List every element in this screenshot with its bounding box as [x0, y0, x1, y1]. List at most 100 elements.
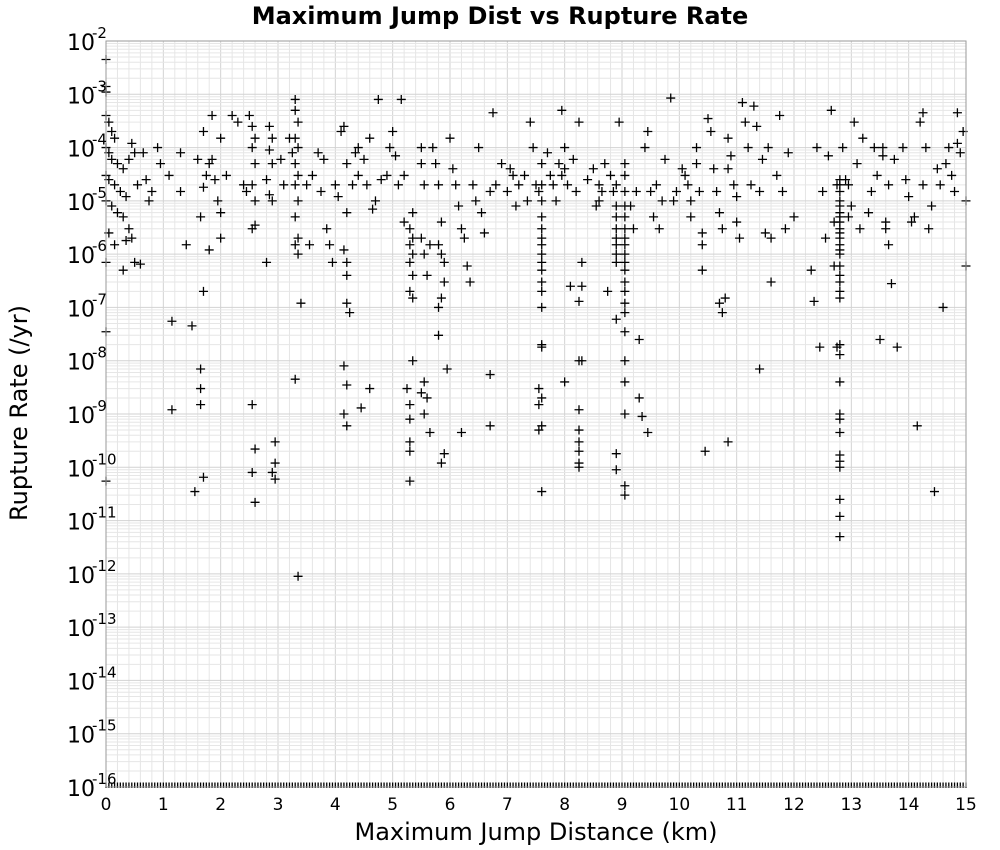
data-point [717, 308, 727, 318]
data-point [542, 148, 552, 158]
data-point [370, 196, 380, 206]
data-point [935, 180, 945, 190]
data-point [620, 409, 630, 419]
data-point [683, 180, 693, 190]
data-point [815, 342, 825, 352]
data-point [422, 393, 432, 403]
y-tick-exponent: -6 [92, 237, 107, 255]
data-point [327, 257, 337, 267]
data-point [775, 110, 785, 120]
data-point [835, 511, 845, 521]
y-axis-ticks: 10-210-310-410-510-610-710-810-910-1010-… [67, 24, 117, 802]
data-point [425, 240, 435, 250]
data-point [554, 159, 564, 169]
data-point [709, 164, 719, 174]
y-tick-label: 10 [67, 297, 95, 322]
data-point [835, 249, 845, 259]
data-point [405, 257, 415, 267]
data-point [239, 180, 249, 190]
x-tick-label: 6 [445, 795, 456, 815]
data-point [686, 212, 696, 222]
data-point [376, 175, 386, 185]
data-point [620, 298, 630, 308]
data-point [677, 164, 687, 174]
y-tick-exponent: -9 [92, 397, 107, 415]
data-point [422, 270, 432, 280]
data-point [399, 170, 409, 180]
data-point [342, 270, 352, 280]
data-point [620, 224, 630, 234]
data-point [127, 138, 137, 148]
data-point [835, 414, 845, 424]
data-point [938, 302, 948, 312]
data-point [448, 164, 458, 174]
y-tick-label: 10 [67, 511, 95, 536]
data-point [167, 405, 177, 415]
data-point [290, 94, 300, 104]
data-point [649, 212, 659, 222]
data-point [620, 327, 630, 337]
data-point [138, 148, 148, 158]
data-point [196, 384, 206, 394]
data-point [620, 240, 630, 250]
data-point [434, 330, 444, 340]
data-point [250, 444, 260, 454]
data-point [479, 228, 489, 238]
data-point [657, 196, 667, 206]
data-point [841, 175, 851, 185]
data-point [124, 154, 134, 164]
data-point [305, 240, 315, 250]
data-point [534, 384, 544, 394]
data-point [620, 356, 630, 366]
data-point [892, 342, 902, 352]
data-point [560, 143, 570, 153]
data-point [537, 240, 547, 250]
data-point [408, 270, 418, 280]
data-point [703, 114, 713, 124]
data-point [290, 374, 300, 384]
data-point [247, 400, 257, 410]
data-point [155, 159, 165, 169]
data-point [454, 201, 464, 211]
data-point [637, 411, 647, 421]
data-point [210, 175, 220, 185]
data-point [250, 497, 260, 507]
data-point [130, 148, 140, 158]
data-point [628, 224, 638, 234]
data-point [692, 143, 702, 153]
y-tick-exponent: -16 [92, 770, 117, 788]
data-point [502, 186, 512, 196]
data-point [878, 143, 888, 153]
data-point [118, 265, 128, 275]
data-point [611, 257, 621, 267]
data-point [107, 154, 117, 164]
data-point [634, 393, 644, 403]
data-point [952, 108, 962, 118]
data-point [141, 175, 151, 185]
data-point [680, 170, 690, 180]
data-point [270, 458, 280, 468]
data-point [350, 148, 360, 158]
data-point [557, 170, 567, 180]
data-point [760, 228, 770, 238]
data-point [419, 249, 429, 259]
data-point [107, 127, 117, 137]
data-point [293, 170, 303, 180]
y-tick-exponent: -4 [92, 131, 107, 149]
data-point [244, 110, 254, 120]
data-point [456, 427, 466, 437]
data-point [821, 233, 831, 243]
data-point [442, 364, 452, 374]
data-point [620, 277, 630, 287]
x-tick-label: 5 [387, 795, 398, 815]
data-point [133, 180, 143, 190]
data-point [333, 192, 343, 202]
data-point [439, 277, 449, 287]
data-point [296, 298, 306, 308]
data-point [356, 403, 366, 413]
data-point [631, 186, 641, 196]
data-point [293, 117, 303, 127]
data-point [835, 293, 845, 303]
data-point [198, 182, 208, 192]
data-point [886, 279, 896, 289]
